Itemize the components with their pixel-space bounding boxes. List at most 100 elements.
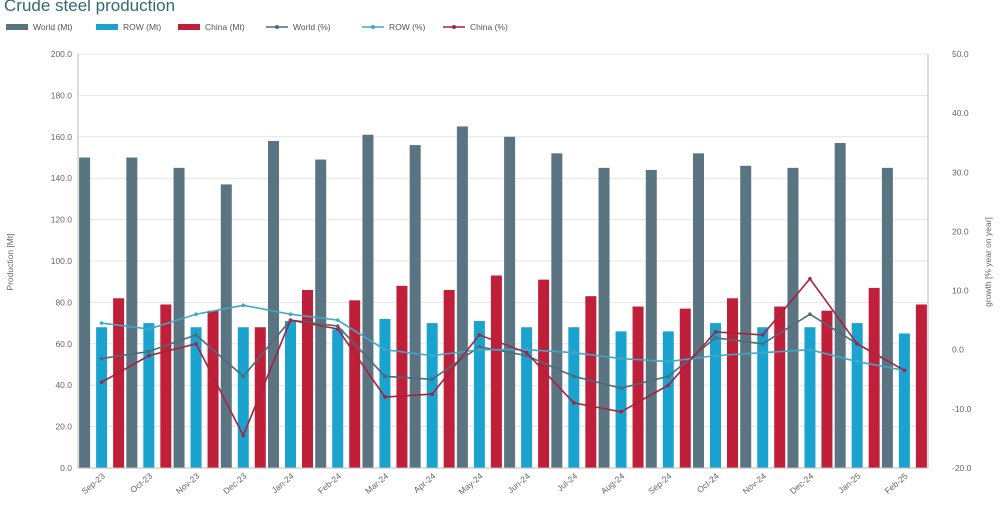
point-china <box>713 330 718 334</box>
point-row <box>430 353 434 358</box>
point-world <box>760 342 765 346</box>
bar-world-mt <box>79 157 91 468</box>
bar-china-mt <box>679 308 691 468</box>
bar-world-mt <box>456 126 468 468</box>
bar-row-mt <box>332 329 344 468</box>
bar-china-mt <box>868 287 880 468</box>
legend-marker-world <box>275 25 279 29</box>
point-world <box>147 349 151 354</box>
x-tick-label: Nov-23 <box>174 471 202 496</box>
y-tick-label-left: 180.0 <box>51 90 73 100</box>
point-world <box>430 377 434 382</box>
x-tick-label: Mar-24 <box>363 471 390 496</box>
bar-china-mt <box>443 289 455 468</box>
y-tick-label-left: 60.0 <box>55 339 72 349</box>
bar-row-mt <box>615 331 627 468</box>
bar-world-mt <box>598 167 610 468</box>
point-row <box>241 303 246 308</box>
x-tick-label: Aug-24 <box>599 471 627 496</box>
bar-china-mt <box>821 310 833 468</box>
point-row <box>99 321 104 325</box>
bar-row-mt <box>96 327 108 468</box>
bar-row-mt <box>521 327 533 468</box>
point-row <box>619 356 623 361</box>
point-row <box>383 347 387 352</box>
point-china <box>855 342 859 346</box>
point-row <box>477 347 482 352</box>
y-tick-label-left: 40.0 <box>55 380 72 390</box>
bar-row-mt <box>190 327 202 468</box>
y-tick-label-right: 40.0 <box>952 108 969 118</box>
y-tick-label-right: 50.0 <box>952 49 969 59</box>
point-china <box>241 433 246 438</box>
bar-row-mt <box>285 321 296 468</box>
x-tick-label: Apr-24 <box>411 471 437 495</box>
bar-world-mt <box>693 153 704 469</box>
y-tick-label-right: 10.0 <box>952 286 969 296</box>
point-china <box>477 333 482 337</box>
point-china <box>666 383 671 388</box>
point-china <box>902 368 907 373</box>
line-china <box>101 277 905 438</box>
y-axis-title-right: growth [% year on year] <box>983 217 993 307</box>
legend-swatch-china-mt <box>178 24 200 30</box>
x-tick-label: Feb-24 <box>316 471 343 496</box>
bar-row-mt <box>473 321 485 468</box>
legend-label-row: ROW (%) <box>389 22 426 32</box>
legend-label-china-mt: China (Mt) <box>205 22 245 32</box>
y-tick-label-left: 200.0 <box>51 49 73 59</box>
bar-china-mt <box>774 306 786 468</box>
bar-world-mt <box>315 159 327 468</box>
point-row <box>147 327 151 331</box>
x-tick-label: Dec-24 <box>788 471 816 496</box>
point-world <box>713 336 718 340</box>
point-china <box>619 410 623 414</box>
bar-row-mt <box>710 323 721 468</box>
legend: World (Mt) ROW (Mt) China (Mt) World (%) ROW… <box>6 22 508 32</box>
y-tick-label-right: -20.0 <box>952 463 972 473</box>
point-china <box>808 276 812 281</box>
legend-marker-china <box>452 25 456 29</box>
line-row <box>101 304 905 372</box>
point-china <box>147 353 151 358</box>
bar-row-mt <box>379 318 391 468</box>
bar-row-mt <box>568 327 580 468</box>
bar-china-mt <box>727 298 738 468</box>
x-tick-label: Dec-23 <box>221 471 249 496</box>
bar-china-mt <box>254 327 266 468</box>
bar-row-mt <box>662 331 674 468</box>
y-tick-label-left: 80.0 <box>55 297 72 307</box>
y-tick-label-right: 0.0 <box>952 345 964 355</box>
point-row <box>572 350 576 355</box>
point-world <box>808 312 812 317</box>
bar-china-mt <box>113 298 125 468</box>
point-world <box>383 374 387 379</box>
x-tick-label: May-24 <box>457 471 485 497</box>
point-row <box>194 312 198 317</box>
bar-china-mt <box>302 289 313 468</box>
bar-world-mt <box>126 157 138 468</box>
bar-row-mt <box>804 327 816 468</box>
bar-world-mt <box>362 134 374 469</box>
bar-china-mt <box>632 306 644 468</box>
point-row <box>855 359 859 364</box>
bar-layer <box>79 126 927 469</box>
grid-layer <box>78 53 928 469</box>
bar-world-mt <box>268 140 279 468</box>
point-world <box>335 324 340 328</box>
x-tick-label: Oct-24 <box>695 471 721 495</box>
bar-china-mt <box>207 310 219 468</box>
point-world <box>619 386 623 390</box>
y-tick-label-left: 100.0 <box>51 256 73 266</box>
y-tick-label-left: 140.0 <box>51 173 73 183</box>
y-axis-title-left: Production [Mt] <box>5 233 15 290</box>
bar-row-mt <box>757 327 769 468</box>
bar-row-mt <box>143 323 155 468</box>
point-row <box>524 347 529 352</box>
x-tick-label: Jan-25 <box>836 471 863 496</box>
bar-row-mt <box>237 327 249 468</box>
bar-world-mt <box>740 165 752 468</box>
point-china <box>288 318 293 322</box>
point-china <box>572 401 576 405</box>
bar-world-mt <box>173 167 185 468</box>
